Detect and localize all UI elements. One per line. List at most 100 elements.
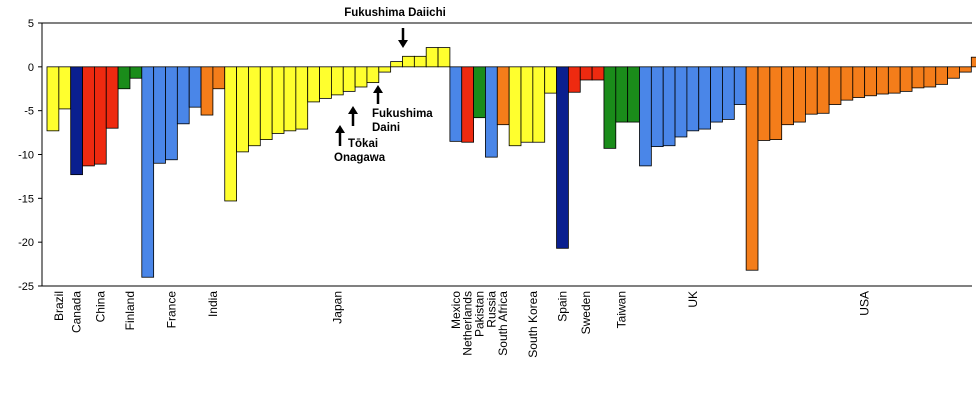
y-tick-label: -20 — [18, 237, 34, 249]
x-category-label: Brazil — [52, 291, 66, 321]
x-category-label: Mexico — [449, 291, 463, 329]
bar — [603, 66, 617, 149]
bar — [153, 66, 166, 164]
bar — [899, 66, 913, 92]
bar — [402, 55, 415, 68]
bar — [319, 66, 332, 99]
x-category-label: Russia — [484, 291, 498, 328]
bar — [733, 66, 747, 105]
bar — [674, 66, 688, 138]
tokai-arrow — [348, 106, 358, 126]
bar — [864, 66, 877, 97]
bar — [485, 66, 498, 158]
bar — [188, 66, 202, 108]
bar — [568, 66, 581, 93]
x-category-label: France — [164, 291, 178, 329]
bar — [271, 66, 285, 134]
bar — [828, 66, 842, 105]
fukushima-daiichi-arrow — [398, 28, 408, 48]
bar — [46, 66, 60, 132]
bar — [366, 66, 380, 84]
annotation-label: Daini — [372, 122, 400, 134]
arrow-head — [398, 40, 408, 48]
bar — [200, 66, 214, 116]
bar — [627, 66, 640, 123]
bar — [94, 66, 107, 165]
bar — [805, 66, 818, 115]
bar — [307, 66, 320, 103]
x-category-label: UK — [686, 291, 700, 308]
bar — [935, 66, 949, 85]
x-category-label: South Korea — [526, 291, 540, 358]
x-category-label: Sweden — [579, 291, 593, 334]
bar — [461, 66, 475, 143]
bar — [532, 66, 546, 143]
bar — [959, 66, 972, 73]
annotation-label: Tōkai — [348, 138, 378, 150]
bar — [342, 66, 356, 92]
bar — [437, 47, 451, 68]
bar — [496, 66, 510, 126]
bar — [236, 66, 249, 153]
bar — [129, 66, 143, 79]
bar — [911, 66, 925, 89]
bar — [840, 66, 854, 101]
bar — [378, 66, 392, 73]
y-tick-label: 5 — [28, 18, 34, 30]
bar — [212, 66, 226, 90]
bar — [923, 66, 937, 88]
annotation-label: Fukushima — [372, 108, 433, 120]
bar — [105, 66, 119, 129]
bar — [686, 66, 700, 132]
bar — [473, 66, 486, 119]
bar — [224, 66, 238, 202]
bar — [769, 66, 783, 140]
bar — [70, 66, 83, 176]
annotation-label: Fukushima Daiichi — [344, 7, 446, 19]
x-category-label: China — [93, 291, 107, 323]
bar — [283, 66, 297, 132]
bar — [425, 47, 439, 68]
x-category-label: Japan — [330, 291, 344, 324]
bar — [816, 66, 830, 114]
bar — [698, 66, 712, 130]
bar — [876, 66, 889, 95]
bar — [722, 66, 735, 120]
bar — [615, 66, 629, 123]
bar — [852, 66, 866, 98]
bar — [757, 66, 771, 141]
x-category-label: India — [206, 291, 220, 317]
bar — [947, 66, 960, 79]
onagawa-arrow — [335, 125, 345, 146]
bar — [591, 66, 605, 81]
y-tick-label: -25 — [18, 281, 34, 293]
x-category-label: South Africa — [496, 291, 510, 356]
bar — [82, 66, 95, 167]
bar — [781, 66, 794, 126]
arrow-head — [335, 125, 345, 133]
bar — [176, 66, 190, 125]
x-category-label: Netherlands — [461, 291, 475, 356]
bar — [117, 66, 131, 90]
bar — [544, 66, 557, 94]
bar — [354, 66, 368, 88]
x-category-label: Finland — [123, 291, 137, 330]
bar — [508, 66, 522, 147]
bar — [165, 66, 178, 161]
bar — [390, 61, 403, 68]
arrow-head — [348, 106, 358, 114]
bar — [745, 66, 759, 271]
bar — [520, 66, 534, 143]
bar — [413, 55, 427, 68]
bar — [330, 66, 344, 96]
bar — [295, 66, 309, 130]
bar — [650, 66, 664, 148]
bar — [449, 66, 463, 142]
x-category-label: Taiwan — [615, 291, 629, 328]
bar — [793, 66, 806, 123]
fukushima-daini-arrow — [373, 85, 383, 104]
y-tick-label: -15 — [18, 193, 34, 205]
x-category-label: USA — [858, 291, 872, 316]
